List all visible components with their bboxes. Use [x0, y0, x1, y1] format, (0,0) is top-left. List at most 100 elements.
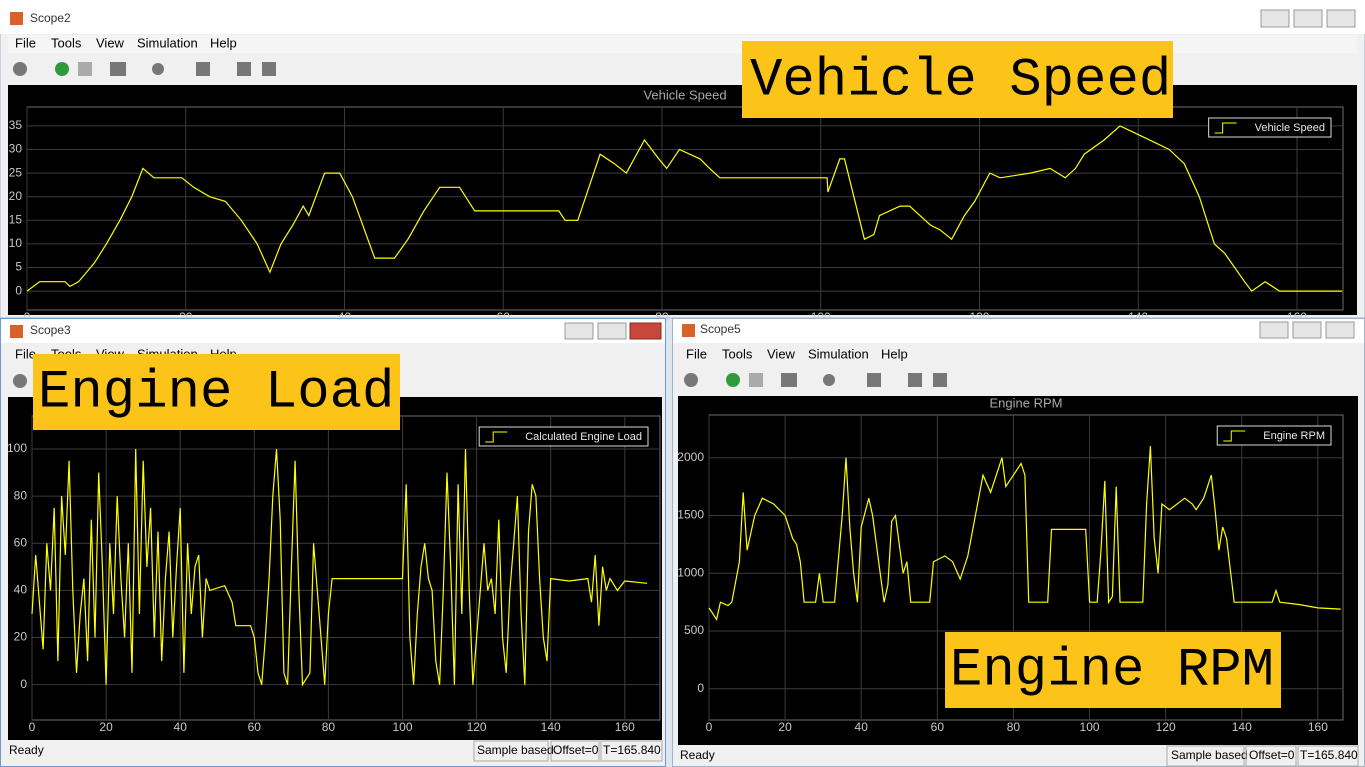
window-title: Scope3	[30, 323, 71, 337]
close-button[interactable]	[629, 322, 662, 340]
y-tick-label: 10	[9, 236, 23, 250]
fit-icon[interactable]	[196, 62, 210, 76]
style-icon[interactable]	[237, 62, 251, 76]
chart-title: Vehicle Speed	[643, 87, 726, 102]
legend: Vehicle Speed	[1208, 117, 1332, 138]
menu-item[interactable]: Tools	[722, 346, 753, 361]
zoom-icon[interactable]	[152, 63, 164, 75]
data-line	[26, 125, 1343, 292]
plot-area	[31, 415, 661, 721]
title-bar	[673, 319, 1364, 343]
app-icon	[10, 12, 23, 25]
close-button[interactable]	[1326, 9, 1356, 28]
y-tick-label: 0	[20, 677, 27, 691]
status-text: Offset=0	[553, 743, 599, 757]
legend-box	[1208, 117, 1332, 138]
y-tick-label: 5	[15, 260, 22, 274]
cursor-icon[interactable]	[933, 373, 947, 387]
y-tick-label: 2000	[677, 450, 704, 464]
title-bar	[1, 319, 665, 343]
tool-icon[interactable]	[110, 62, 126, 76]
x-tick-label: 20	[99, 720, 113, 734]
settings-icon[interactable]	[684, 373, 698, 387]
overlay-labels: Vehicle Speed Engine Load Engine RPM	[33, 41, 1281, 708]
maximize-button[interactable]	[1293, 9, 1323, 28]
menu-item[interactable]: Simulation	[808, 346, 869, 361]
toolbar	[13, 62, 276, 76]
menu-item[interactable]: Help	[881, 346, 908, 361]
cursor-icon[interactable]	[262, 62, 276, 76]
menu-item[interactable]: Tools	[51, 35, 82, 50]
legend: Calculated Engine Load	[478, 426, 649, 447]
y-tick-label: 0	[15, 283, 22, 297]
style-icon[interactable]	[908, 373, 922, 387]
overlay-box	[33, 354, 400, 430]
y-tick-label: 0	[697, 681, 704, 695]
y-tick-label: 60	[14, 535, 28, 549]
y-tick-label: 15	[9, 212, 23, 226]
legend-box	[478, 426, 649, 447]
window-title: Scope2	[30, 11, 71, 25]
y-tick-label: 1500	[677, 508, 704, 522]
x-tick-label: 100	[392, 720, 412, 734]
status-text: Offset=0	[1249, 748, 1295, 762]
overlay-box	[945, 632, 1281, 708]
x-tick-label: 40	[174, 720, 188, 734]
x-tick-label: 160	[615, 720, 635, 734]
settings-icon[interactable]	[13, 374, 27, 388]
fit-icon[interactable]	[867, 373, 881, 387]
legend-label: Vehicle Speed	[1255, 122, 1325, 134]
menu-item[interactable]: Help	[210, 35, 237, 50]
title-bar	[0, 0, 1365, 34]
x-tick-label: 60	[931, 720, 945, 734]
legend-box	[1216, 425, 1332, 446]
run-icon[interactable]	[726, 373, 740, 387]
x-tick-label: 20	[778, 720, 792, 734]
menu-item[interactable]: Simulation	[137, 35, 198, 50]
legend: Engine RPM	[1216, 425, 1332, 446]
status-text: Sample based	[1171, 748, 1248, 762]
x-tick-label: 60	[248, 720, 262, 734]
stop-icon[interactable]	[78, 62, 92, 76]
menu-item[interactable]: File	[15, 346, 36, 361]
run-icon[interactable]	[55, 62, 69, 76]
data-line	[31, 448, 648, 687]
status-text: T=165.840	[1300, 748, 1358, 762]
close-button[interactable]	[1325, 321, 1355, 339]
toolbar	[684, 373, 947, 387]
stop-icon[interactable]	[749, 373, 763, 387]
y-tick-label: 20	[9, 189, 23, 203]
overlay-label: Vehicle Speed	[750, 50, 1171, 111]
settings-icon[interactable]	[13, 62, 27, 76]
menu-item[interactable]: File	[686, 346, 707, 361]
zoom-icon[interactable]	[823, 374, 835, 386]
plot-area	[26, 106, 1344, 311]
maximize-button[interactable]	[1292, 321, 1322, 339]
y-tick-label: 500	[684, 623, 704, 637]
y-tick-label: 30	[9, 142, 23, 156]
status-text: T=165.840	[603, 743, 661, 757]
legend-swatch	[1223, 430, 1246, 442]
minimize-button[interactable]	[1259, 321, 1289, 339]
menu-item[interactable]: View	[96, 35, 125, 50]
app-icon	[682, 324, 695, 337]
window-title: Scope5	[700, 322, 741, 336]
minimize-button[interactable]	[564, 322, 594, 340]
x-tick-label: 100	[1080, 720, 1100, 734]
chart-area: Engine Load02040608010012014016002040608…	[7, 396, 661, 734]
tool-icon[interactable]	[781, 373, 797, 387]
x-tick-label: 120	[1156, 720, 1176, 734]
status-text: Ready	[9, 743, 44, 757]
x-tick-label: 0	[24, 310, 31, 324]
app-icon	[10, 325, 23, 338]
x-tick-label: 140	[541, 720, 561, 734]
x-tick-label: 0	[29, 720, 36, 734]
minimize-button[interactable]	[1260, 9, 1290, 28]
menu-item[interactable]: File	[15, 35, 36, 50]
maximize-button[interactable]	[597, 322, 627, 340]
chart-title: Engine RPM	[990, 395, 1063, 410]
menu-item[interactable]: View	[767, 346, 796, 361]
status-cell	[1166, 745, 1245, 767]
overlay-label: Engine RPM	[950, 640, 1274, 701]
legend-swatch	[1214, 122, 1237, 134]
